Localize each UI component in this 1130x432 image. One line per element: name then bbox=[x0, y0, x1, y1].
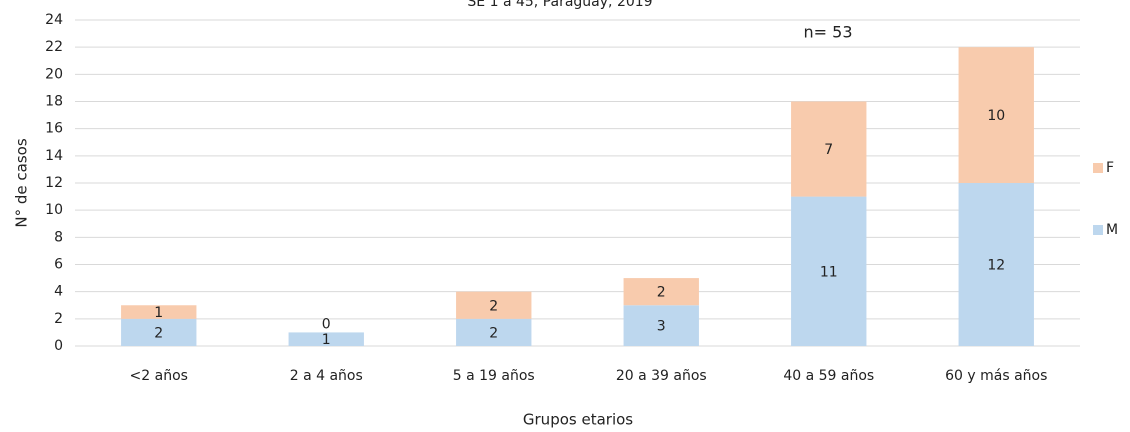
bar-segment bbox=[288, 332, 364, 346]
data-label: 2 bbox=[489, 325, 498, 341]
legend-label: F bbox=[1106, 160, 1114, 176]
bar-segment bbox=[456, 291, 532, 319]
y-tick-label: 10 bbox=[45, 202, 63, 218]
annotation: n= 53 bbox=[804, 23, 853, 42]
data-label: 2 bbox=[657, 285, 666, 301]
bar-segment bbox=[456, 318, 532, 346]
y-axis-label: N° de casos bbox=[13, 138, 31, 227]
data-label: 2 bbox=[489, 298, 498, 314]
x-tick-label: <2 años bbox=[130, 368, 188, 384]
y-tick-label: 16 bbox=[45, 121, 63, 137]
bar-segment bbox=[958, 183, 1034, 346]
y-tick-label: 2 bbox=[54, 311, 63, 327]
data-label: 2 bbox=[154, 325, 163, 341]
legend-swatch bbox=[1093, 163, 1103, 173]
bar-segment bbox=[623, 305, 699, 346]
bar-segment bbox=[121, 305, 197, 319]
bar-segment bbox=[121, 318, 197, 346]
y-tick-label: 0 bbox=[54, 338, 63, 354]
x-axis-label: Grupos etarios bbox=[523, 411, 633, 429]
data-label: 1 bbox=[322, 332, 331, 348]
chart-title: SE 1 a 45, Paraguay, 2019 bbox=[467, 0, 652, 10]
legend-label: M bbox=[1106, 222, 1118, 238]
y-tick-label: 12 bbox=[45, 175, 63, 191]
y-tick-label: 14 bbox=[45, 148, 63, 164]
data-label: 10 bbox=[987, 108, 1005, 124]
y-tick-label: 20 bbox=[45, 66, 63, 82]
x-tick-label: 60 y más años bbox=[945, 368, 1047, 384]
y-tick-label: 22 bbox=[45, 39, 63, 55]
bar-segment bbox=[791, 101, 867, 197]
data-label: 11 bbox=[820, 264, 838, 280]
legend-swatch bbox=[1093, 225, 1103, 235]
y-tick-label: 8 bbox=[54, 229, 63, 245]
bar-segment bbox=[958, 47, 1034, 183]
data-label: 0 bbox=[322, 316, 331, 332]
x-tick-label: 5 a 19 años bbox=[453, 368, 535, 384]
y-tick-label: 6 bbox=[54, 257, 63, 273]
bar-segment bbox=[791, 196, 867, 346]
bar-segment bbox=[623, 278, 699, 306]
y-tick-label: 18 bbox=[45, 94, 63, 110]
x-tick-label: 20 a 39 años bbox=[616, 368, 707, 384]
y-tick-label: 24 bbox=[45, 12, 63, 28]
x-tick-label: 40 a 59 años bbox=[783, 368, 874, 384]
x-tick-label: 2 a 4 años bbox=[290, 368, 363, 384]
data-label: 12 bbox=[987, 258, 1005, 274]
y-tick-label: 4 bbox=[54, 284, 63, 300]
data-label: 3 bbox=[657, 319, 666, 335]
data-label: 1 bbox=[154, 305, 163, 321]
data-label: 7 bbox=[824, 142, 833, 158]
